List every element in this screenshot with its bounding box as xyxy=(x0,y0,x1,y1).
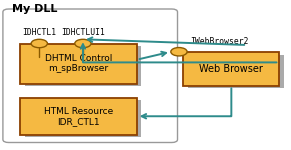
Circle shape xyxy=(75,39,91,48)
Text: IDHCTLUI1: IDHCTLUI1 xyxy=(61,28,105,37)
Bar xyxy=(25,46,141,86)
Text: Web Browser: Web Browser xyxy=(199,64,263,74)
Bar xyxy=(188,55,284,88)
Bar xyxy=(25,100,141,137)
Bar xyxy=(20,98,137,135)
Text: IWebBrowser2: IWebBrowser2 xyxy=(190,37,249,46)
Bar xyxy=(20,44,137,84)
Circle shape xyxy=(171,48,187,56)
Text: My DLL: My DLL xyxy=(12,4,57,15)
Text: HTML Resource
IDR_CTL1: HTML Resource IDR_CTL1 xyxy=(44,106,113,126)
Text: IDHCTL1: IDHCTL1 xyxy=(22,28,56,37)
Bar xyxy=(183,52,279,86)
Circle shape xyxy=(31,39,47,48)
Text: DHTML Control
m_spBrowser: DHTML Control m_spBrowser xyxy=(45,54,112,74)
